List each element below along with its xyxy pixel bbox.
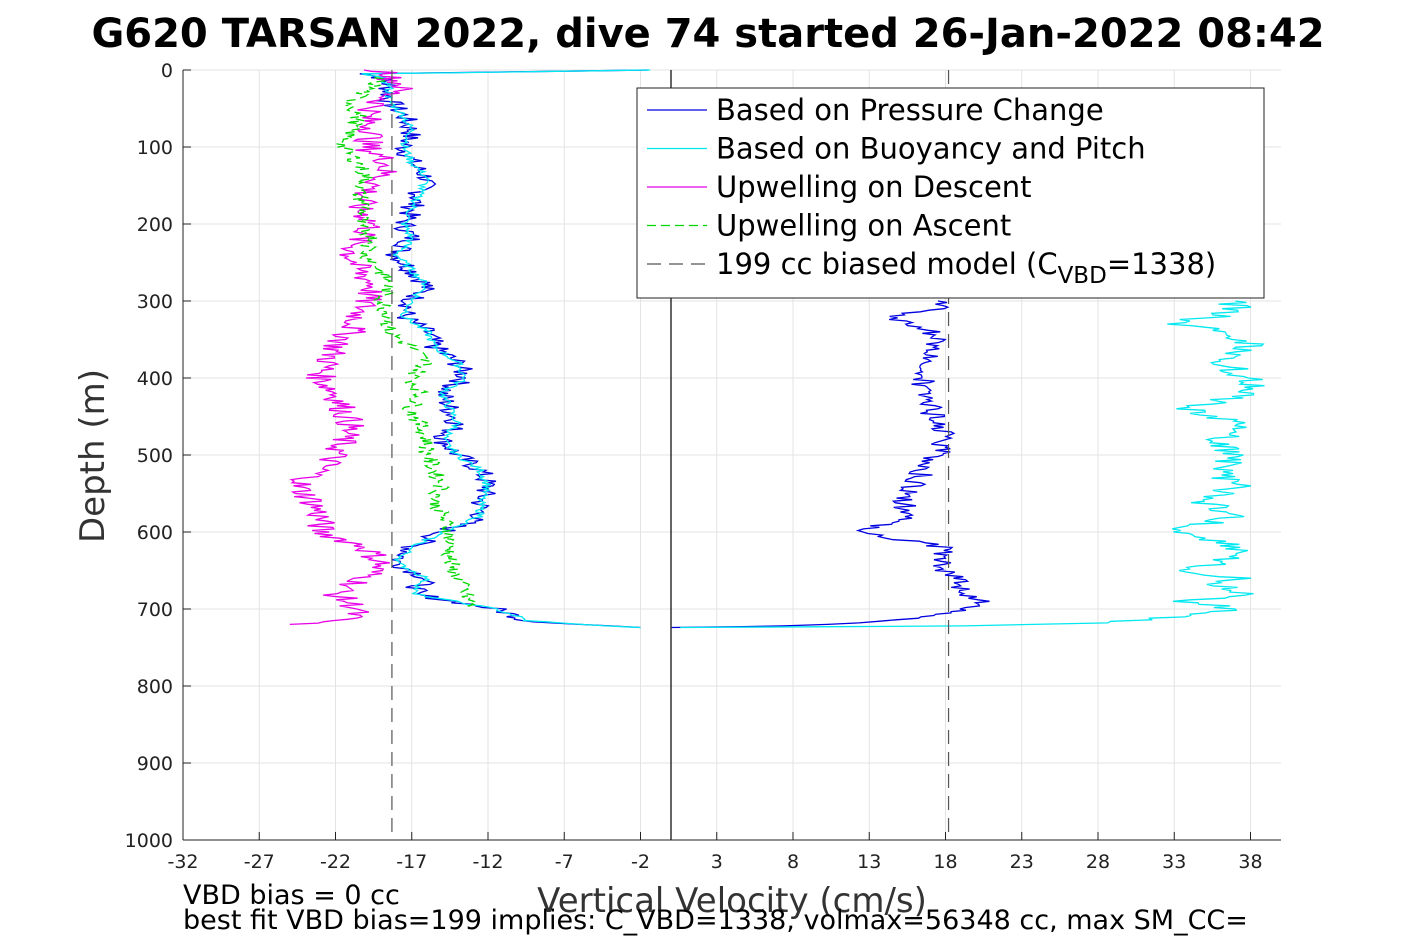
legend-label: Upwelling on Ascent <box>716 209 1011 243</box>
y-tick-label: 300 <box>137 291 173 313</box>
series-line-0-ascent <box>671 300 990 629</box>
x-tick-label: 33 <box>1162 851 1186 873</box>
y-tick-label: 500 <box>137 445 173 467</box>
legend-label: Based on Buoyancy and Pitch <box>716 132 1146 166</box>
y-tick-label: 1000 <box>125 830 173 852</box>
legend: Based on Pressure Change Based on Buoyanc… <box>636 87 1265 299</box>
y-tick-label: 0 <box>161 60 173 82</box>
y-tick-label: 900 <box>137 753 173 775</box>
y-tick-label: 600 <box>137 522 173 544</box>
y-tick-label: 400 <box>137 368 173 390</box>
legend-label: Upwelling on Descent <box>716 170 1032 204</box>
legend-box <box>636 87 1265 299</box>
x-tick-label: -7 <box>555 851 574 873</box>
x-tick-label: -17 <box>396 851 427 873</box>
chart-title: G620 TARSAN 2022, dive 74 started 26-Jan… <box>91 11 1324 57</box>
x-tick-label: -2 <box>631 851 650 873</box>
x-axis-label: Vertical Velocity (cm/s) <box>537 881 927 921</box>
footnote-vbd-bias: VBD bias = 0 cc <box>183 880 400 911</box>
series-line-2 <box>289 69 413 626</box>
x-tick-label: 18 <box>933 851 957 873</box>
x-tick-label: 3 <box>711 851 723 873</box>
x-tick-label: 28 <box>1086 851 1110 873</box>
x-tick-label: 13 <box>857 851 881 873</box>
y-tick-label: 200 <box>137 214 173 236</box>
x-tick-label: 38 <box>1238 851 1262 873</box>
x-tick-label: -32 <box>167 851 198 873</box>
x-tick-label: -27 <box>244 851 275 873</box>
series-line-1-ascent <box>680 300 1265 629</box>
series-line-1-descent <box>361 69 651 629</box>
y-axis-label: Depth (m) <box>73 369 113 543</box>
y-tick-label: 700 <box>137 599 173 621</box>
axes: -32 -27 -22 -17 -12 -7 -2 3 8 13 18 23 28 33 380100200… <box>125 60 1281 873</box>
y-tick-label: 100 <box>137 137 173 159</box>
y-tick-label: 800 <box>137 676 173 698</box>
x-tick-label: -12 <box>472 851 503 873</box>
x-tick-label: 8 <box>787 851 799 873</box>
legend-label: Based on Pressure Change <box>716 93 1104 127</box>
x-tick-label: -22 <box>320 851 351 873</box>
footnote-best-fit: best fit VBD bias=199 implies: C_VBD=133… <box>183 905 1248 936</box>
plot-data <box>289 69 1265 840</box>
x-tick-label: 23 <box>1010 851 1034 873</box>
